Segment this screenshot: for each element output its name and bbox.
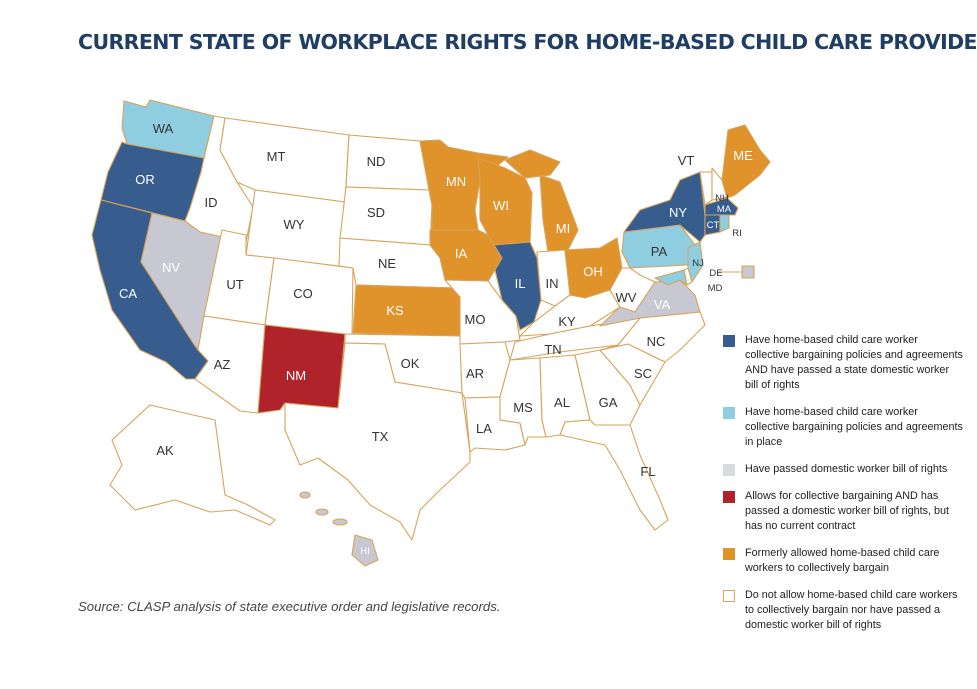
label-NY: NY <box>669 205 687 220</box>
state-HI-isle-1 <box>299 491 311 499</box>
label-WI: WI <box>493 198 509 213</box>
state-MI-UP <box>504 149 561 179</box>
state-VA <box>599 279 701 327</box>
label-NE: NE <box>378 256 396 271</box>
label-MA: MA <box>717 204 732 215</box>
state-DC <box>741 265 755 279</box>
label-RI: RI <box>732 228 742 239</box>
legend-item-white: Do not allow home-based child care worke… <box>723 588 963 633</box>
label-AR: AR <box>466 366 484 381</box>
state-MI <box>539 174 579 253</box>
state-KS <box>352 284 461 337</box>
label-OH: OH <box>583 264 603 279</box>
legend-item-dark-blue: Have home-based child care worker collec… <box>723 333 963 393</box>
legend-label: Formerly allowed home-based child care w… <box>745 547 940 574</box>
label-DC: DC <box>745 289 759 300</box>
map-legend: Have home-based child care worker collec… <box>723 333 963 645</box>
label-NM: NM <box>286 368 306 383</box>
legend-swatch <box>723 335 735 347</box>
label-NV: NV <box>162 260 180 275</box>
label-AK: AK <box>156 443 174 458</box>
label-KS: KS <box>386 303 404 318</box>
label-MN: MN <box>446 174 466 189</box>
label-CA: CA <box>119 286 137 301</box>
label-GA: GA <box>599 395 618 410</box>
label-UT: UT <box>226 277 243 292</box>
label-IL: IL <box>515 276 526 291</box>
state-MD <box>654 269 688 286</box>
label-MI: MI <box>556 221 570 236</box>
legend-label: Have home-based child care worker collec… <box>745 334 963 391</box>
state-ND <box>345 134 430 191</box>
state-NJ <box>687 241 704 283</box>
state-SD <box>339 186 433 246</box>
label-SD: SD <box>367 205 385 220</box>
legend-label: Allows for collective bargaining AND has… <box>745 490 950 532</box>
label-VA: VA <box>654 297 671 312</box>
map-title: CURRENT STATE OF WORKPLACE RIGHTS FOR HO… <box>78 30 977 54</box>
label-NC: NC <box>647 334 666 349</box>
label-SC: SC <box>634 366 652 381</box>
legend-item-red: Allows for collective bargaining AND has… <box>723 489 963 534</box>
label-TX: TX <box>372 429 389 444</box>
legend-swatch <box>723 407 735 419</box>
label-WA: WA <box>153 121 174 136</box>
label-NH: NH <box>715 193 729 204</box>
label-WV: WV <box>616 290 637 305</box>
state-MA <box>704 197 739 216</box>
state-HI <box>351 534 379 567</box>
legend-label: Have passed domestic worker bill of righ… <box>745 463 948 475</box>
label-DE: DE <box>709 268 722 279</box>
label-MT: MT <box>267 149 286 164</box>
label-VT: VT <box>678 153 695 168</box>
state-IA <box>429 229 503 282</box>
state-RI <box>719 214 730 233</box>
label-CO: CO <box>293 286 313 301</box>
label-FL: FL <box>640 464 655 479</box>
label-IA: IA <box>455 246 468 261</box>
label-LA: LA <box>476 421 492 436</box>
label-IN: IN <box>546 276 559 291</box>
label-ME: ME <box>733 148 753 163</box>
label-HI: HI <box>360 546 370 557</box>
label-MS: MS <box>513 400 533 415</box>
state-NY <box>623 171 706 243</box>
state-MO <box>444 279 521 345</box>
label-MD: MD <box>708 283 723 294</box>
legend-item-light-blue: Have home-based child care worker collec… <box>723 405 963 450</box>
label-OK: OK <box>401 356 420 371</box>
state-IL <box>493 241 542 331</box>
label-CT: CT <box>707 220 720 231</box>
legend-item-gray: Have passed domestic worker bill of righ… <box>723 462 963 477</box>
legend-swatch <box>723 491 735 503</box>
label-WY: WY <box>284 217 305 232</box>
label-OR: OR <box>135 172 155 187</box>
label-MO: MO <box>465 312 486 327</box>
label-TN: TN <box>544 342 561 357</box>
label-AL: AL <box>554 395 570 410</box>
source-note: Source: CLASP analysis of state executiv… <box>78 599 501 614</box>
label-PA: PA <box>651 244 668 259</box>
state-HI-isle-2 <box>315 508 329 516</box>
state-AK <box>109 404 276 526</box>
legend-item-orange: Formerly allowed home-based child care w… <box>723 546 963 576</box>
legend-swatch <box>723 590 735 602</box>
state-HI-isle-3 <box>332 518 348 526</box>
state-FL <box>559 419 669 531</box>
legend-label: Have home-based child care worker collec… <box>745 406 963 448</box>
legend-label: Do not allow home-based child care worke… <box>745 589 958 631</box>
label-ID: ID <box>205 195 218 210</box>
state-TX <box>284 342 471 541</box>
legend-swatch <box>723 548 735 560</box>
legend-swatch <box>723 464 735 476</box>
label-NJ: NJ <box>692 258 704 269</box>
state-ME <box>721 124 771 199</box>
label-AZ: AZ <box>214 357 231 372</box>
label-ND: ND <box>367 154 386 169</box>
label-KY: KY <box>558 314 576 329</box>
